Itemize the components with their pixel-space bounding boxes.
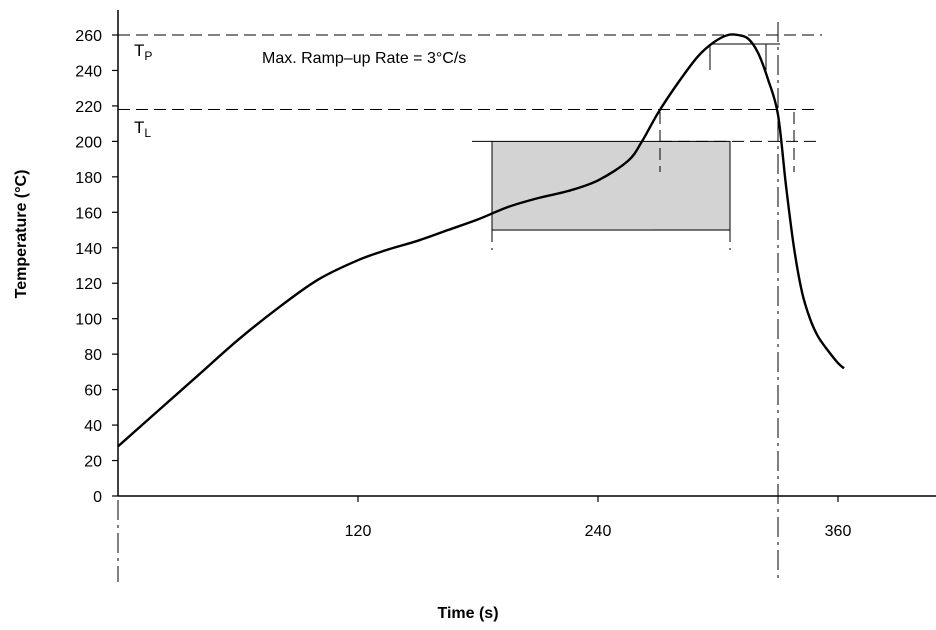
y-tick-label: 40 xyxy=(84,418,102,435)
x-tick-label: 240 xyxy=(585,523,612,540)
y-tick-label: 100 xyxy=(75,312,102,329)
y-tick-label: 180 xyxy=(75,170,102,187)
y-tick-label: 60 xyxy=(84,383,102,400)
y-tick-label: 20 xyxy=(84,454,102,471)
labels-layer: Max. Ramp–up Rate = 3°C/s Time (s) Tempe… xyxy=(13,41,499,622)
y-tick-label: 240 xyxy=(75,63,102,80)
y-tick-label: 120 xyxy=(75,276,102,293)
y-tick-label: 220 xyxy=(75,99,102,116)
x-tick-label: 360 xyxy=(825,523,852,540)
preheat-region xyxy=(491,140,731,231)
x-axis-title: Time (s) xyxy=(437,605,498,622)
ticks-layer: 0 20 40 60 80 100 120 140 160 180 200 220 240 260 120 2… xyxy=(75,28,851,540)
y-tick-label: 0 xyxy=(93,489,102,506)
axes-layer xyxy=(117,10,936,497)
y-tick-label: 80 xyxy=(84,347,102,364)
y-tick-label: 140 xyxy=(75,241,102,258)
tp-label: TP xyxy=(134,41,152,63)
ramp-rate-annotation: Max. Ramp–up Rate = 3°C/s xyxy=(262,50,466,67)
temperature-curve xyxy=(117,33,845,448)
x-tick-label: 120 xyxy=(345,523,372,540)
y-tick-label: 160 xyxy=(75,205,102,222)
curve-layer xyxy=(117,33,845,448)
y-tick-label: 200 xyxy=(75,134,102,151)
preheat-region-layer xyxy=(491,140,731,231)
guide-lines-layer xyxy=(117,22,822,582)
y-tick-label: 260 xyxy=(75,28,102,45)
tl-label: TL xyxy=(134,118,151,140)
y-axis-title: Temperature (°C) xyxy=(13,170,30,299)
